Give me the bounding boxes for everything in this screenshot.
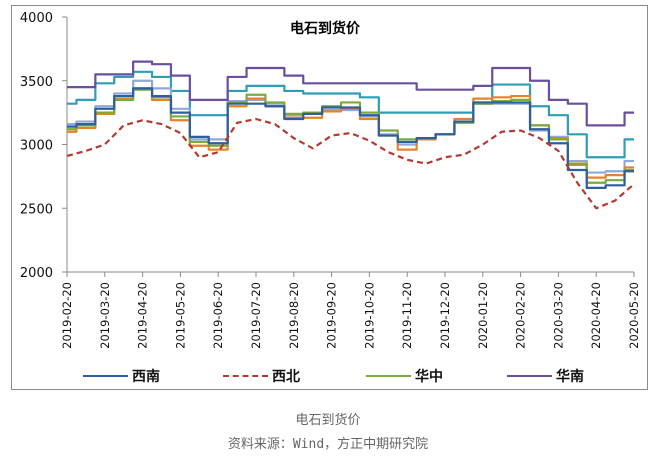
x-tick-label: 2020-04-20 (589, 282, 603, 349)
legend-item-xibei: 西北 (223, 366, 300, 386)
x-tick-label: 2020-02-20 (514, 282, 528, 349)
x-tick-label: 2019-11-20 (400, 282, 414, 349)
figure-caption: 电石到货价 (295, 413, 361, 428)
chart-title: 电石到货价 (290, 20, 361, 37)
series-line-series-lightblue (67, 79, 634, 174)
x-tick-label: 2020-01-20 (476, 282, 490, 349)
x-tick-label: 2020-03-20 (551, 282, 565, 349)
x-tick-label: 2019-07-20 (249, 282, 263, 349)
legend-label: 西北 (272, 369, 300, 385)
y-tick-label: 4000 (20, 11, 53, 26)
chart-series (66, 60, 635, 210)
x-tick-label: 2019-05-20 (173, 282, 187, 349)
y-axis: 2000 2500 3000 3500 4000 (20, 11, 68, 281)
series-line-series-teal (67, 70, 634, 159)
legend-swatch-xinan (83, 375, 128, 377)
legend-item-huanan: 华南 (507, 366, 584, 386)
series-line-西北 (66, 117, 635, 210)
x-tick-label: 2019-04-20 (136, 282, 150, 349)
x-axis: 2019-02-20 2019-03-20 2019-04-20 2019-05-20… (60, 271, 641, 349)
series-line-华中 (67, 88, 634, 184)
series-line-西南 (67, 87, 634, 189)
legend-item-huazhong: 华中 (366, 366, 443, 386)
legend-swatch-xibei (223, 375, 268, 377)
y-tick-label: 3000 (20, 139, 53, 154)
legend-label: 华中 (415, 369, 443, 385)
y-tick-label: 3500 (20, 75, 53, 90)
line-chart: 2000 2500 3000 3500 4000 2019-02-20 2019-03-2… (20, 11, 641, 349)
legend-label: 西南 (132, 369, 160, 385)
x-tick-label: 2019-06-20 (211, 282, 225, 349)
x-tick-label: 2019-09-20 (325, 282, 339, 349)
figure-source: 资料来源：Wind，方正中期研究院 (227, 437, 429, 452)
y-tick-label: 2000 (20, 266, 53, 281)
x-tick-label: 2020-05-20 (627, 282, 641, 349)
legend-swatch-huanan (507, 375, 552, 377)
legend-label: 华南 (556, 369, 584, 385)
legend-swatch-huazhong (366, 375, 411, 377)
x-tick-label: 2019-10-20 (362, 282, 376, 349)
series-line-华南 (67, 60, 634, 127)
x-tick-label: 2019-03-20 (98, 282, 112, 349)
y-tick-label: 2500 (20, 202, 53, 217)
x-tick-label: 2019-02-20 (60, 282, 74, 349)
legend-item-xinan: 西南 (83, 366, 160, 386)
chart-frame (11, 5, 648, 390)
x-tick-label: 2019-12-20 (438, 282, 452, 349)
chart-legend: 西南 西北 华中 华南 (0, 366, 656, 386)
x-tick-label: 2019-08-20 (287, 282, 301, 349)
